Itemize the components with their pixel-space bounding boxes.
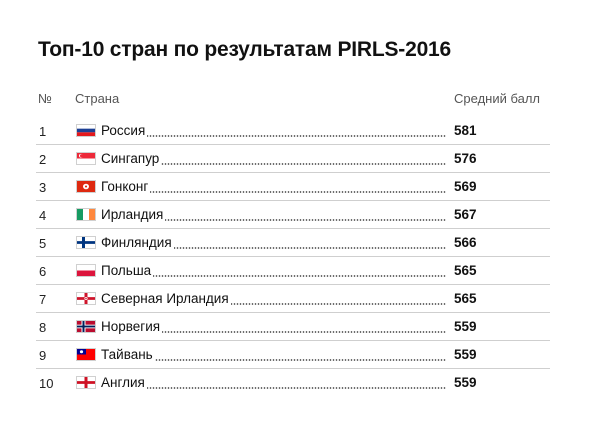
dot-leader	[101, 219, 446, 221]
taiwan-flag-icon	[76, 348, 96, 361]
poland-flag-icon	[76, 264, 96, 277]
row-number: 2	[39, 152, 47, 167]
country-name: Сингапур	[101, 151, 162, 166]
row-divider	[36, 256, 550, 257]
table-row: 8 Норвегия 559	[0, 313, 590, 341]
column-header-country: Страна	[75, 91, 120, 106]
row-divider	[36, 312, 550, 313]
dot-leader	[101, 163, 446, 165]
hong-kong-flag-icon	[76, 180, 96, 193]
page-title: Топ-10 стран по результатам PIRLS-2016	[38, 38, 452, 61]
country-name: Северная Ирландия	[101, 291, 231, 306]
dot-leader	[101, 303, 446, 305]
score-value: 565	[454, 291, 477, 306]
row-divider	[36, 340, 550, 341]
row-number: 1	[39, 124, 47, 139]
country-name: Тайвань	[101, 347, 155, 362]
row-divider	[36, 200, 550, 201]
ranking-list: 1 Россия 581 2 Сингапур 576 3 Гонконг 56…	[0, 117, 590, 397]
score-value: 566	[454, 235, 477, 250]
dot-leader	[101, 387, 446, 389]
finland-flag-icon	[76, 236, 96, 249]
country-name: Гонконг	[101, 179, 151, 194]
dot-leader	[101, 135, 446, 137]
score-value: 569	[454, 179, 477, 194]
row-divider	[36, 284, 550, 285]
row-divider	[36, 368, 550, 369]
row-divider	[36, 144, 550, 145]
country-name: Англия	[101, 375, 147, 390]
score-value: 576	[454, 151, 477, 166]
country-name: Финляндия	[101, 235, 174, 250]
table-row: 1 Россия 581	[0, 117, 590, 145]
row-number: 4	[39, 208, 47, 223]
country-name: Польша	[101, 263, 154, 278]
northern-ireland-flag-icon	[76, 292, 96, 305]
score-value: 565	[454, 263, 477, 278]
row-number: 7	[39, 292, 47, 307]
row-number: 3	[39, 180, 47, 195]
country-name: Ирландия	[101, 207, 166, 222]
country-name: Россия	[101, 123, 148, 138]
row-number: 9	[39, 348, 47, 363]
table-row: 6 Польша 565	[0, 257, 590, 285]
score-value: 559	[454, 375, 477, 390]
score-value: 567	[454, 207, 477, 222]
row-number: 10	[39, 376, 54, 391]
england-flag-icon	[76, 376, 96, 389]
score-value: 581	[454, 123, 477, 138]
dot-leader	[101, 275, 446, 277]
country-name: Норвегия	[101, 319, 163, 334]
column-header-score: Средний балл	[454, 91, 541, 106]
dot-leader	[101, 331, 446, 333]
dot-leader	[101, 191, 446, 193]
table-row: 7 Северная Ирландия 565	[0, 285, 590, 313]
russia-flag-icon	[76, 124, 96, 137]
table-row: 5 Финляндия 566	[0, 229, 590, 257]
row-number: 8	[39, 320, 47, 335]
table-row: 9 Тайвань 559	[0, 341, 590, 369]
table-row: 10 Англия 559	[0, 369, 590, 397]
table-row: 3 Гонконг 569	[0, 173, 590, 201]
row-divider	[36, 172, 550, 173]
row-number: 6	[39, 264, 47, 279]
singapore-flag-icon	[76, 152, 96, 165]
dot-leader	[101, 247, 446, 249]
row-number: 5	[39, 236, 47, 251]
norway-flag-icon	[76, 320, 96, 333]
score-value: 559	[454, 319, 477, 334]
table-row: 2 Сингапур 576	[0, 145, 590, 173]
table-row: 4 Ирландия 567	[0, 201, 590, 229]
row-divider	[36, 228, 550, 229]
score-value: 559	[454, 347, 477, 362]
dot-leader	[101, 359, 446, 361]
ireland-flag-icon	[76, 208, 96, 221]
column-header-number: №	[38, 91, 52, 106]
